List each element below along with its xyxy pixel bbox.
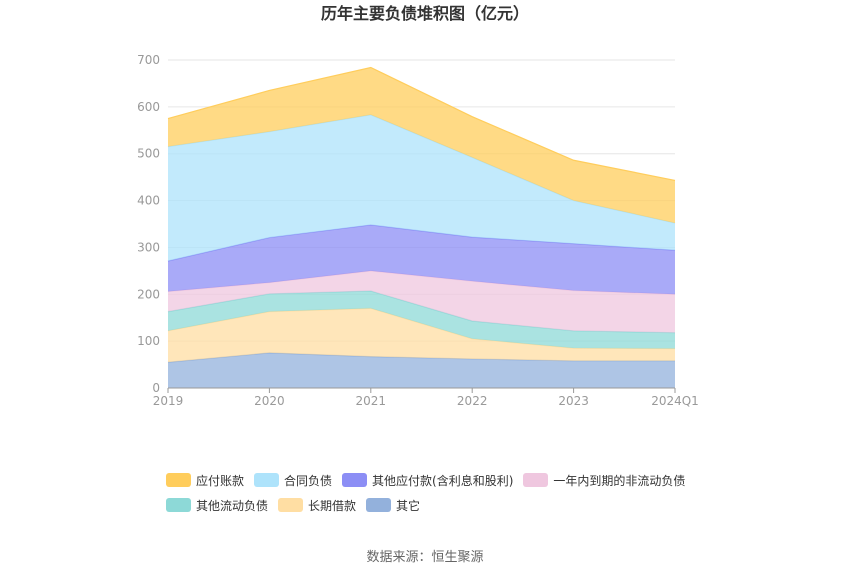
legend-swatch — [342, 473, 368, 487]
x-tick-label: 2021 — [356, 394, 387, 408]
series-area-6 — [168, 67, 675, 224]
legend-swatch — [278, 498, 304, 512]
x-tick-label: 2023 — [558, 394, 589, 408]
legend-label: 其它 — [396, 498, 421, 513]
axes: 0 100 200 300 400 500 600 700 2019 2020 2021 2022 20… — [137, 53, 699, 408]
x-tick-label: 2020 — [254, 394, 285, 408]
y-tick-label: 200 — [137, 287, 160, 301]
legend-label: 合同负债 — [284, 473, 333, 488]
series-area-1 — [168, 308, 675, 363]
series-area-0 — [168, 352, 675, 388]
legend-item[interactable]: 一年内到期的非流动负债 — [523, 472, 685, 488]
legend-label: 长期借款 — [308, 498, 357, 513]
legend-label: 其他流动负债 — [196, 498, 269, 513]
y-tick-label: 100 — [137, 334, 160, 348]
legend-swatch — [523, 473, 549, 487]
chart-title: 历年主要负债堆积图（亿元） — [321, 4, 529, 23]
legend-label: 应付账款 — [196, 473, 245, 488]
legend: 应付账款 合同负债 其他应付款(含利息和股利) 一年内到期的非流动负债其他流动负债 长期… — [166, 472, 726, 522]
legend-label: 一年内到期的非流动负债 — [553, 473, 686, 488]
x-tick-label: 2019 — [153, 394, 184, 408]
y-tick-label: 0 — [152, 381, 160, 395]
legend-swatch — [254, 473, 280, 487]
series-line-6 — [167, 66, 676, 182]
y-tick-label: 500 — [137, 147, 160, 161]
legend-item[interactable]: 其它 — [366, 497, 420, 513]
legend-item[interactable]: 合同负债 — [254, 472, 332, 488]
series-area-5 — [168, 114, 675, 262]
y-tick-label: 400 — [137, 194, 160, 208]
y-tick-label: 300 — [137, 240, 160, 254]
legend-item[interactable]: 应付账款 — [166, 472, 244, 488]
plot-area — [167, 66, 676, 388]
y-tick-label: 700 — [137, 53, 160, 67]
legend-item[interactable]: 其他应付款(含利息和股利) — [342, 472, 513, 488]
series-area-3 — [168, 270, 675, 333]
legend-item[interactable]: 其他流动负债 — [166, 497, 268, 513]
series-area-2 — [168, 291, 675, 349]
legend-swatch — [166, 473, 191, 487]
x-tick-label: 2024Q1 — [651, 394, 699, 408]
x-tick-label: 2022 — [457, 394, 488, 408]
legend-swatch — [366, 498, 392, 512]
legend-item[interactable]: 长期借款 — [278, 497, 356, 513]
legend-swatch — [166, 498, 191, 512]
source-note: 数据来源：恒生聚源 — [366, 550, 484, 565]
y-tick-label: 600 — [137, 100, 160, 114]
legend-label: 其他应付款(含利息和股利) — [372, 473, 514, 488]
